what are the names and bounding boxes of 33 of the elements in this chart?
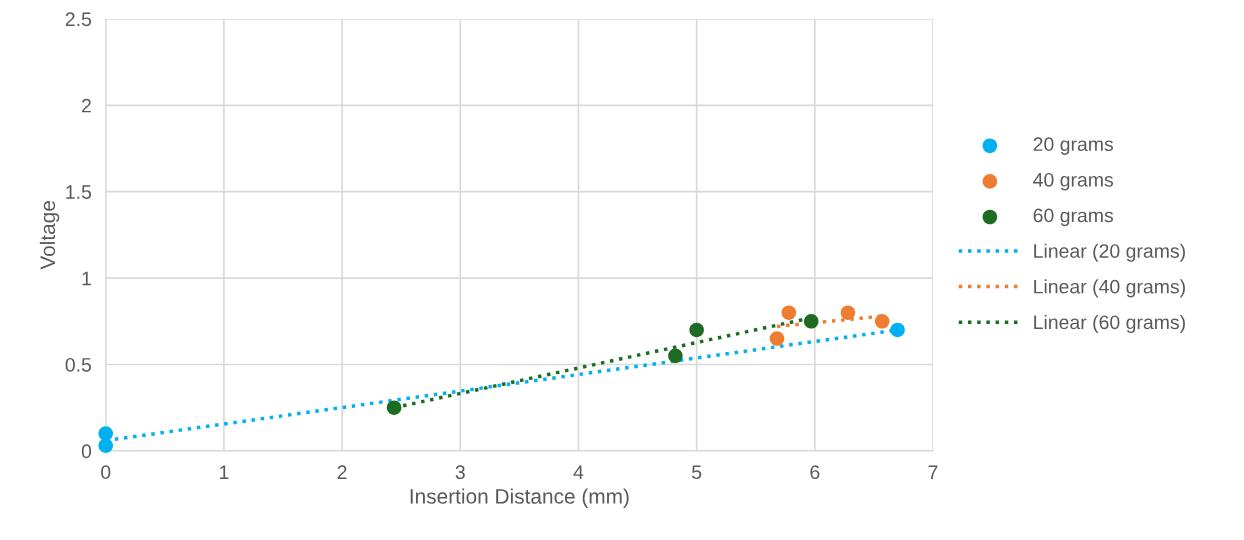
x-axis-title: Insertion Distance (mm) — [410, 488, 629, 508]
point — [803, 314, 819, 329]
x-tick-label: 4 — [573, 465, 584, 479]
y-tick-label: 2.5 — [65, 12, 92, 27]
legend-label: 60 grams — [1033, 208, 1114, 227]
y-axis-title: Voltage — [39, 201, 60, 270]
y-tick-label: 1.5 — [66, 185, 92, 199]
point — [689, 322, 704, 338]
point — [98, 426, 114, 441]
x-tick-label: 0 — [101, 465, 111, 480]
point — [668, 348, 683, 364]
x-tick-label: 7 — [928, 465, 938, 479]
x-tick-label: 5 — [692, 465, 702, 480]
legend-label: 20 grams — [1033, 137, 1114, 155]
legend-label: Linear (20 grams) — [1034, 243, 1185, 262]
point — [874, 314, 890, 329]
y-tick-label: 1 — [82, 271, 91, 286]
x-tick-label: 3 — [455, 465, 465, 480]
x-tick-label: 2 — [337, 465, 347, 479]
y-tick-label: 0.5 — [65, 357, 92, 372]
legend-label: Linear (40 grams) — [1034, 279, 1185, 298]
x-tick-label: 1 — [220, 465, 229, 479]
point — [98, 438, 114, 453]
point — [890, 322, 905, 338]
point — [781, 305, 797, 320]
x-tick-label: 6 — [810, 465, 820, 480]
legend-label: 40 grams — [1033, 172, 1114, 191]
legend-label: Linear (60 grams) — [1034, 314, 1185, 334]
point — [840, 305, 856, 320]
y-tick-label: 2 — [82, 98, 91, 113]
point — [769, 331, 785, 346]
point — [386, 400, 402, 415]
y-tick-label: 0 — [81, 444, 92, 459]
